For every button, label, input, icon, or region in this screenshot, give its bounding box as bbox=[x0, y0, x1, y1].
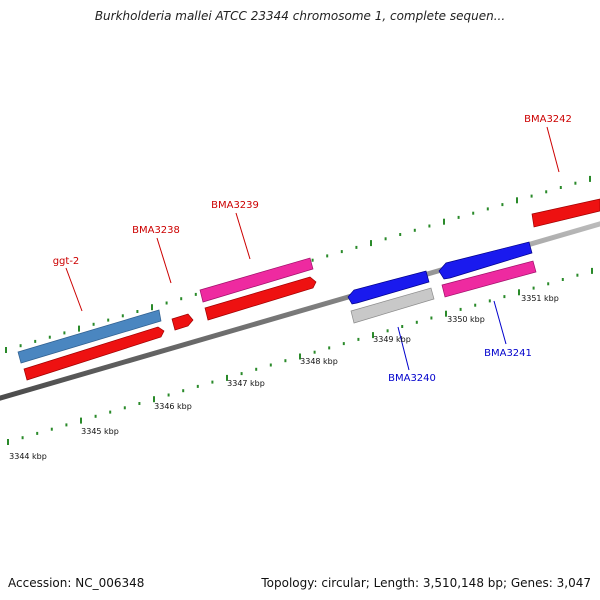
gene-bma3240-cds[interactable] bbox=[347, 270, 430, 305]
leader-ggt-2 bbox=[65, 267, 83, 312]
features bbox=[17, 198, 600, 381]
accession-text: Accession: NC_006348 bbox=[8, 576, 145, 590]
gene-ggt-2-bar[interactable] bbox=[17, 309, 162, 364]
scale-label-3345: 3345 kbp bbox=[81, 427, 119, 436]
gene-bma3241-bar[interactable] bbox=[441, 260, 537, 298]
label-leaders bbox=[65, 126, 560, 371]
scale-labels: 3344 kbp 3345 kbp 3346 kbp 3347 kbp 3348… bbox=[9, 294, 559, 461]
gene-labels: ggt-2 BMA3238 BMA3239 BMA3242 BMA3240 BM… bbox=[53, 114, 572, 384]
scale-label-3350: 3350 kbp bbox=[447, 315, 485, 324]
map-title: Burkholderia mallei ATCC 23344 chromosom… bbox=[94, 9, 506, 23]
scale-label-3344: 3344 kbp bbox=[9, 452, 47, 461]
scale-label-3347: 3347 kbp bbox=[227, 379, 265, 388]
gene-bma3241-cds[interactable] bbox=[438, 241, 533, 280]
scale-label-3346: 3346 kbp bbox=[154, 402, 192, 411]
gene-label-bma3238: BMA3238 bbox=[132, 225, 180, 236]
scale-label-3348: 3348 kbp bbox=[300, 357, 338, 366]
leader-bma3241 bbox=[493, 300, 507, 345]
tick-row-lower bbox=[7, 267, 593, 445]
gene-label-bma3242: BMA3242 bbox=[524, 114, 572, 125]
gene-label-bma3239: BMA3239 bbox=[211, 200, 259, 211]
leader-bma3239 bbox=[235, 212, 251, 260]
leader-bma3238 bbox=[156, 237, 172, 284]
leader-bma3240 bbox=[397, 326, 410, 371]
gene-label-bma3240: BMA3240 bbox=[388, 373, 436, 384]
gene-bma3239-cds[interactable] bbox=[204, 276, 317, 321]
gene-bma3240-bar[interactable] bbox=[350, 287, 435, 324]
gene-bma3239-bar[interactable] bbox=[199, 257, 314, 303]
gene-bma3238-cds[interactable] bbox=[171, 313, 194, 331]
gene-label-bma3241: BMA3241 bbox=[484, 348, 532, 359]
genome-summary-text: Topology: circular; Length: 3,510,148 bp… bbox=[261, 576, 591, 590]
gene-ggt-2-cds[interactable] bbox=[23, 326, 165, 381]
leader-bma3242 bbox=[546, 126, 560, 173]
features-reverse bbox=[347, 241, 537, 324]
gene-bma3242-cds[interactable] bbox=[531, 198, 600, 228]
scale-label-3349: 3349 kbp bbox=[373, 335, 411, 344]
scale-label-3351: 3351 kbp bbox=[521, 294, 559, 303]
gene-label-ggt-2: ggt-2 bbox=[53, 256, 80, 267]
